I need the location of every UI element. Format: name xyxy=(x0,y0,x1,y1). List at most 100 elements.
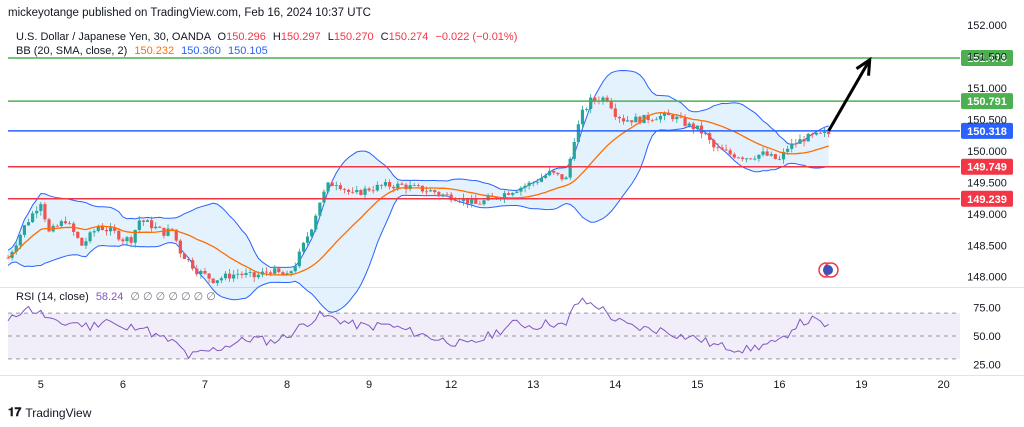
candle-body xyxy=(535,181,539,183)
candle xyxy=(773,153,777,160)
candle xyxy=(248,269,252,278)
ohlc-high: H150.297 xyxy=(272,31,321,43)
candle-body xyxy=(305,236,310,243)
candle-body xyxy=(182,253,187,260)
time-tick-8: 8 xyxy=(284,379,290,391)
candle xyxy=(654,116,658,121)
candle xyxy=(814,132,818,136)
candle-body xyxy=(162,227,166,236)
candle xyxy=(564,175,568,180)
candle-body xyxy=(301,242,306,252)
time-tick-6: 6 xyxy=(120,379,126,391)
candle-body xyxy=(334,185,338,187)
candle xyxy=(543,173,548,180)
price-tick-148.500: 148.500 xyxy=(967,240,1007,252)
candle-body xyxy=(137,220,141,230)
level-label-149.749: 149.749 xyxy=(967,162,1007,174)
candle xyxy=(798,134,802,144)
candle xyxy=(6,255,10,259)
candle xyxy=(658,112,663,123)
candle xyxy=(219,276,223,284)
candle-body xyxy=(310,229,314,237)
candle xyxy=(465,198,470,208)
candle-body xyxy=(404,184,408,190)
candle-body xyxy=(240,273,244,275)
rsi-tick-25.00: 25.00 xyxy=(973,360,1001,372)
candle-body xyxy=(6,257,10,259)
candle xyxy=(346,188,351,196)
candle-body xyxy=(14,245,18,252)
candle-body xyxy=(576,124,580,142)
candle xyxy=(392,184,396,193)
candle-body xyxy=(39,204,43,211)
candle-body xyxy=(613,108,617,117)
candle xyxy=(293,262,297,273)
candle-body xyxy=(548,170,552,176)
candle xyxy=(416,183,420,187)
bb-label: BB (20, SMA, close, 2) xyxy=(16,45,128,57)
candle xyxy=(80,237,84,246)
candle xyxy=(367,186,371,192)
candle xyxy=(502,190,507,204)
candle-body xyxy=(720,147,724,150)
candle xyxy=(326,181,330,194)
candle-body xyxy=(113,227,117,231)
candle xyxy=(687,121,691,128)
candle xyxy=(92,228,96,237)
footer-brand: TradingView xyxy=(25,405,92,420)
candle xyxy=(822,127,827,137)
candle-body xyxy=(560,174,564,180)
candle xyxy=(535,178,539,185)
candle xyxy=(626,116,630,122)
candle-body xyxy=(227,273,232,279)
candle xyxy=(334,181,338,191)
candle-body xyxy=(346,189,351,192)
candle-body xyxy=(211,278,215,284)
candle xyxy=(638,115,642,125)
candle xyxy=(383,178,388,188)
candle-body xyxy=(88,232,92,242)
candle xyxy=(609,97,613,110)
candle-body xyxy=(445,194,449,196)
candle xyxy=(359,188,363,196)
candle xyxy=(39,201,43,216)
candle-body xyxy=(474,199,478,204)
candle-body xyxy=(342,189,347,190)
candle-body xyxy=(47,219,51,232)
candle xyxy=(584,107,589,112)
candle-body xyxy=(605,97,609,101)
candle-body xyxy=(461,198,466,202)
candle-body xyxy=(318,202,322,216)
candle xyxy=(137,216,141,233)
candle-body xyxy=(174,229,178,241)
level-label-150.791: 150.791 xyxy=(967,96,1007,108)
candle-body xyxy=(150,220,154,229)
candle-body xyxy=(683,117,687,126)
candle xyxy=(162,227,166,239)
candle xyxy=(728,148,732,157)
candle-body xyxy=(433,190,437,193)
candle xyxy=(277,267,281,274)
candle-body xyxy=(121,239,125,242)
price-tick-148.000: 148.000 xyxy=(967,272,1007,284)
candle-body xyxy=(108,227,113,232)
candle xyxy=(388,179,392,190)
candle-body xyxy=(67,223,72,225)
candle xyxy=(802,135,806,147)
candle-body xyxy=(818,132,823,134)
candle xyxy=(790,138,794,153)
candle-body xyxy=(367,188,371,191)
candle-body xyxy=(248,272,252,274)
rsi-label: RSI (14, close) xyxy=(16,291,89,303)
candle-body xyxy=(470,199,474,204)
candle-body xyxy=(740,157,745,159)
candle xyxy=(22,224,27,238)
candle xyxy=(777,155,782,161)
candle-body xyxy=(798,139,802,144)
candle-body xyxy=(293,266,297,272)
candle-body xyxy=(326,182,330,192)
candle xyxy=(589,94,593,114)
candle-body xyxy=(531,182,535,184)
candle-body xyxy=(371,190,375,192)
